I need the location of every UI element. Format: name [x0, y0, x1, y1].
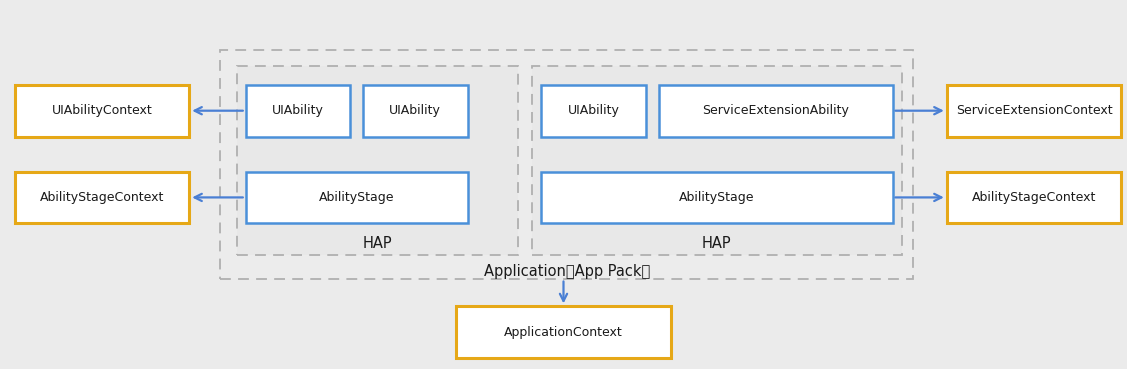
FancyBboxPatch shape [541, 172, 893, 223]
FancyBboxPatch shape [541, 85, 646, 137]
FancyBboxPatch shape [659, 85, 893, 137]
Text: ApplicationContext: ApplicationContext [504, 325, 623, 339]
FancyBboxPatch shape [947, 172, 1121, 223]
Text: AbilityStageContext: AbilityStageContext [971, 191, 1097, 204]
FancyBboxPatch shape [15, 85, 189, 137]
Text: HAP: HAP [363, 236, 392, 251]
FancyBboxPatch shape [947, 85, 1121, 137]
FancyBboxPatch shape [532, 66, 902, 255]
Text: UIAbilityContext: UIAbilityContext [52, 104, 152, 117]
Text: AbilityStage: AbilityStage [680, 191, 754, 204]
Text: Application（App Pack）: Application（App Pack） [483, 264, 650, 279]
Text: HAP: HAP [702, 236, 731, 251]
Text: UIAbility: UIAbility [389, 104, 442, 117]
FancyBboxPatch shape [15, 172, 189, 223]
Text: ServiceExtensionContext: ServiceExtensionContext [956, 104, 1112, 117]
FancyBboxPatch shape [456, 306, 671, 358]
FancyBboxPatch shape [363, 85, 468, 137]
FancyBboxPatch shape [246, 172, 468, 223]
FancyBboxPatch shape [237, 66, 518, 255]
Text: AbilityStage: AbilityStage [319, 191, 394, 204]
Text: AbilityStageContext: AbilityStageContext [39, 191, 165, 204]
FancyBboxPatch shape [220, 50, 913, 279]
Text: ServiceExtensionAbility: ServiceExtensionAbility [702, 104, 850, 117]
FancyBboxPatch shape [246, 85, 350, 137]
Text: UIAbility: UIAbility [272, 104, 325, 117]
Text: UIAbility: UIAbility [567, 104, 620, 117]
